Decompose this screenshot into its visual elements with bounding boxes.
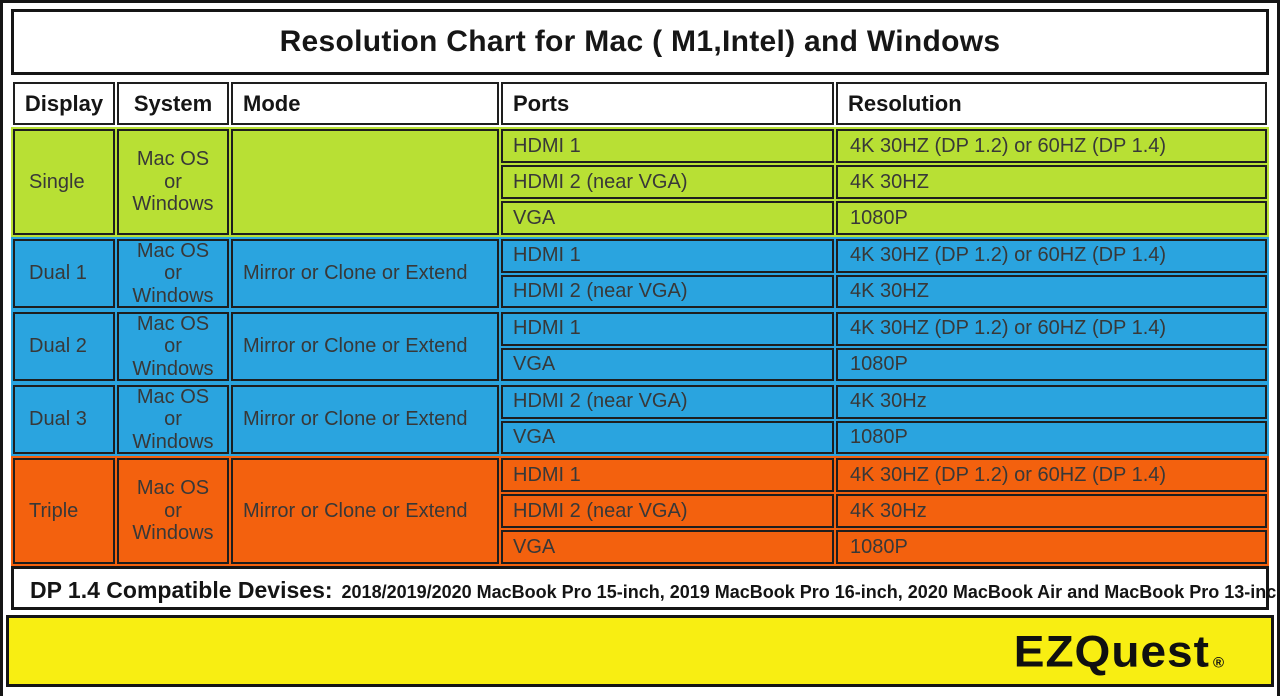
resolution-cell: 1080P [836, 420, 1267, 454]
resolution-cell: 4K 30Hz [836, 494, 1267, 528]
port-cell: VGA [501, 201, 834, 235]
header-display: Display [13, 82, 115, 125]
resolution-cell: 4K 30HZ [836, 274, 1267, 308]
port-cell: HDMI 1 [501, 239, 834, 273]
resolution-table: Display System Mode Ports Resolution Sin… [11, 80, 1277, 610]
compatibility-note: DP 1.4 Compatible Devises: 2018/2019/202… [11, 566, 1277, 610]
section-dual-3: Dual 3 Mac OS or Windows Mirror or Clone o… [11, 383, 1269, 456]
mode-cell: Mirror or Clone or Extend [231, 239, 499, 308]
mode-cell: Mirror or Clone or Extend [231, 312, 499, 381]
display-cell: Dual 2 [13, 312, 115, 381]
display-cell: Single [13, 129, 115, 235]
resolution-cell: 4K 30Hz [836, 385, 1267, 419]
brand-bar: EZQuest ® [6, 615, 1274, 687]
display-cell: Dual 1 [13, 239, 115, 308]
mode-cell: Mirror or Clone or Extend [231, 458, 499, 564]
logo-text: EZQuest [1013, 626, 1210, 676]
system-cell: Mac OS or Windows [117, 239, 229, 308]
header-resolution: Resolution [836, 82, 1267, 125]
port-cell: HDMI 1 [501, 129, 834, 163]
section-single: Single Mac OS or Windows HDMI 1 4K 30HZ (DP… [11, 127, 1269, 237]
section-dual-2: Dual 2 Mac OS or Windows Mirror or Clone o… [11, 310, 1269, 383]
table-body: Single Mac OS or Windows HDMI 1 4K 30HZ (DP… [11, 127, 1269, 566]
resolution-cell: 4K 30HZ (DP 1.2) or 60HZ (DP 1.4) [836, 239, 1267, 273]
note-text: 2018/2019/2020 MacBook Pro 15-inch, 2019… [341, 582, 1280, 602]
display-cell: Triple [13, 458, 115, 564]
resolution-cell: 4K 30HZ [836, 165, 1267, 199]
header-system: System [117, 82, 229, 125]
header-ports: Ports [501, 82, 834, 125]
registered-trademark-icon: ® [1212, 654, 1225, 672]
system-cell: Mac OS or Windows [117, 312, 229, 381]
chart-title-box: Resolution Chart for Mac ( M1,Intel) and… [11, 9, 1269, 75]
resolution-cell: 4K 30HZ (DP 1.2) or 60HZ (DP 1.4) [836, 129, 1267, 163]
header-mode: Mode [231, 82, 499, 125]
port-cell: HDMI 1 [501, 312, 834, 346]
resolution-cell: 1080P [836, 530, 1267, 564]
resolution-cell: 1080P [836, 347, 1267, 381]
ezquest-logo: EZQuest ® [1014, 629, 1225, 673]
system-cell: Mac OS or Windows [117, 129, 229, 235]
system-cell: Mac OS or Windows [117, 458, 229, 564]
table-header-row: Display System Mode Ports Resolution [11, 80, 1269, 127]
resolution-cell: 4K 30HZ (DP 1.2) or 60HZ (DP 1.4) [836, 312, 1267, 346]
system-cell: Mac OS or Windows [117, 385, 229, 454]
port-cell: HDMI 2 (near VGA) [501, 165, 834, 199]
display-cell: Dual 3 [13, 385, 115, 454]
port-cell: VGA [501, 420, 834, 454]
section-triple: Triple Mac OS or Windows Mirror or Clone o… [11, 456, 1269, 566]
port-cell: HDMI 2 (near VGA) [501, 494, 834, 528]
port-cell: HDMI 2 (near VGA) [501, 385, 834, 419]
section-dual-1: Dual 1 Mac OS or Windows Mirror or Clone o… [11, 237, 1269, 310]
resolution-cell: 1080P [836, 201, 1267, 235]
port-cell: HDMI 2 (near VGA) [501, 274, 834, 308]
mode-cell [231, 129, 499, 235]
mode-cell: Mirror or Clone or Extend [231, 385, 499, 454]
port-cell: VGA [501, 347, 834, 381]
resolution-cell: 4K 30HZ (DP 1.2) or 60HZ (DP 1.4) [836, 458, 1267, 492]
port-cell: VGA [501, 530, 834, 564]
note-label: DP 1.4 Compatible Devises: [30, 577, 333, 603]
page-title: Resolution Chart for Mac ( M1,Intel) and… [279, 25, 1001, 58]
port-cell: HDMI 1 [501, 458, 834, 492]
